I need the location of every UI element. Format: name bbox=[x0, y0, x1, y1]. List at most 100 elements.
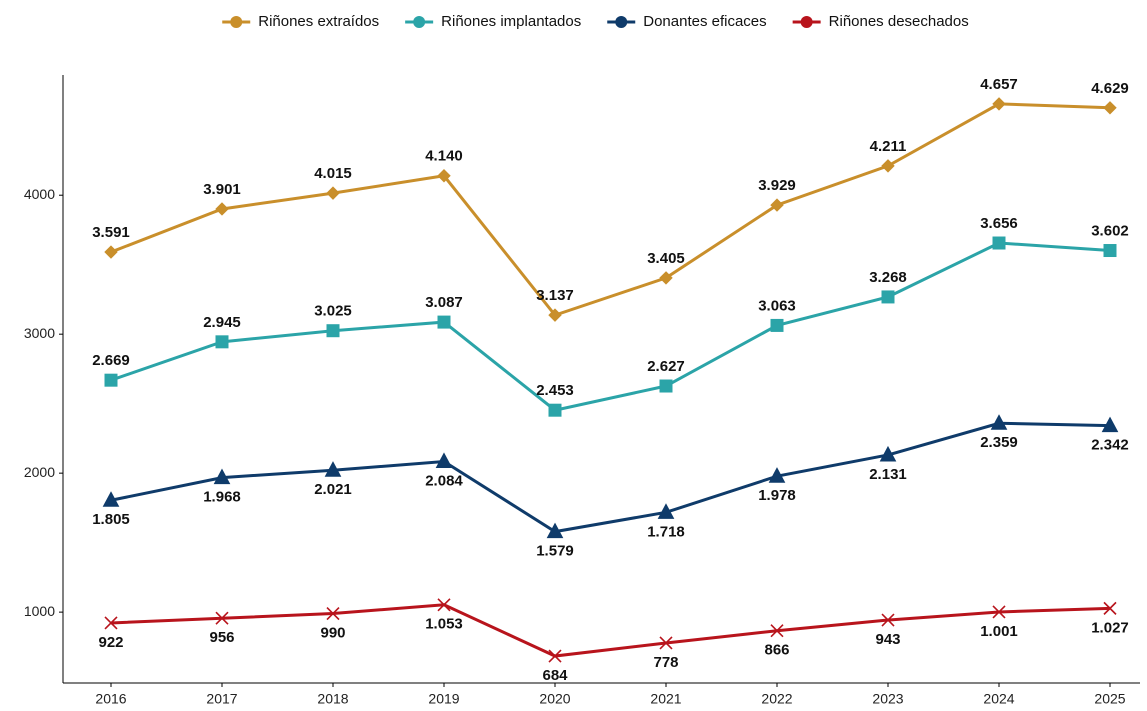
legend-item: Riñones desechados bbox=[792, 13, 969, 30]
data-label: 1.027 bbox=[1091, 619, 1129, 636]
data-label: 1.968 bbox=[203, 489, 241, 506]
data-label: 778 bbox=[653, 654, 678, 671]
data-label: 2.669 bbox=[92, 352, 130, 369]
data-label: 3.137 bbox=[536, 287, 574, 304]
point bbox=[1103, 244, 1117, 258]
point bbox=[104, 245, 118, 259]
point bbox=[548, 308, 562, 322]
point bbox=[437, 315, 451, 329]
point bbox=[215, 335, 229, 349]
x-tick-label: 2019 bbox=[428, 691, 459, 707]
data-label: 2.945 bbox=[203, 314, 241, 331]
point bbox=[770, 198, 784, 212]
data-label: 2.359 bbox=[980, 434, 1018, 451]
point bbox=[881, 613, 895, 627]
series-line bbox=[110, 241, 1111, 412]
data-label: 3.025 bbox=[314, 303, 352, 320]
data-label: 4.140 bbox=[425, 148, 463, 165]
legend-label: Riñones desechados bbox=[829, 13, 969, 30]
data-label: 1.053 bbox=[425, 616, 463, 633]
data-label: 4.657 bbox=[980, 76, 1018, 93]
data-label: 3.591 bbox=[92, 224, 130, 241]
point bbox=[657, 503, 675, 519]
data-label: 1.001 bbox=[980, 623, 1018, 640]
data-label: 3.929 bbox=[758, 177, 796, 194]
data-label: 1.718 bbox=[647, 523, 685, 540]
data-label: 2.627 bbox=[647, 358, 685, 375]
y-tick-label: 4000 bbox=[24, 186, 55, 202]
point bbox=[881, 290, 895, 304]
data-label: 2.342 bbox=[1091, 437, 1129, 454]
x-tick-label: 2016 bbox=[95, 691, 126, 707]
point bbox=[104, 616, 118, 630]
data-label: 1.805 bbox=[92, 511, 130, 528]
y-tick-label: 2000 bbox=[24, 464, 55, 480]
point bbox=[1101, 416, 1119, 433]
x-tick-label: 2017 bbox=[206, 691, 237, 707]
point bbox=[326, 186, 340, 200]
point bbox=[879, 445, 897, 462]
point bbox=[546, 522, 564, 539]
point bbox=[990, 414, 1008, 430]
point bbox=[659, 379, 673, 393]
data-label: 3.602 bbox=[1091, 222, 1129, 239]
point bbox=[768, 467, 786, 483]
data-label: 956 bbox=[209, 629, 234, 646]
data-label: 3.087 bbox=[425, 294, 463, 311]
data-label: 4.015 bbox=[314, 165, 352, 182]
point bbox=[324, 461, 342, 477]
point bbox=[437, 598, 451, 612]
point bbox=[326, 606, 340, 621]
data-label: 866 bbox=[764, 642, 789, 659]
legend-item: Riñones extraídos bbox=[222, 13, 379, 30]
data-label: 3.405 bbox=[647, 250, 685, 267]
legend-marker bbox=[230, 16, 243, 28]
y-tick-label: 1000 bbox=[24, 603, 55, 619]
data-label: 3.268 bbox=[869, 269, 907, 286]
point bbox=[104, 373, 118, 387]
series-line bbox=[110, 603, 1111, 658]
x-tick-label: 2025 bbox=[1094, 691, 1125, 707]
x-tick-label: 2018 bbox=[317, 691, 348, 707]
series-line bbox=[110, 421, 1111, 534]
y-tick-label: 3000 bbox=[24, 325, 55, 341]
legend-label: Donantes eficaces bbox=[643, 13, 766, 30]
data-label: 2.131 bbox=[869, 466, 907, 483]
point bbox=[992, 97, 1006, 111]
x-tick-label: 2021 bbox=[650, 691, 681, 707]
point bbox=[992, 236, 1006, 250]
point bbox=[992, 605, 1006, 619]
point bbox=[102, 491, 120, 507]
point bbox=[770, 624, 784, 638]
legend-label: Riñones extraídos bbox=[258, 13, 379, 30]
data-label: 1.978 bbox=[758, 487, 796, 504]
x-tick-label: 2020 bbox=[539, 691, 570, 707]
legend-label: Riñones implantados bbox=[441, 13, 581, 30]
point bbox=[435, 452, 453, 468]
data-label: 1.579 bbox=[536, 543, 574, 560]
x-tick-label: 2024 bbox=[983, 691, 1014, 707]
legend-marker bbox=[800, 16, 813, 28]
point bbox=[548, 649, 562, 663]
point bbox=[215, 202, 229, 216]
legend-marker bbox=[615, 16, 628, 28]
x-tick-label: 2023 bbox=[872, 691, 903, 707]
legend-marker bbox=[413, 16, 426, 28]
point bbox=[881, 159, 895, 173]
point bbox=[659, 636, 673, 650]
point bbox=[1103, 101, 1117, 115]
point bbox=[215, 611, 229, 625]
data-label: 4.629 bbox=[1091, 80, 1129, 97]
point bbox=[326, 324, 340, 338]
data-label: 2.084 bbox=[425, 472, 463, 489]
data-label: 2.021 bbox=[314, 481, 352, 498]
data-label: 2.453 bbox=[536, 382, 574, 399]
series-line bbox=[110, 102, 1111, 317]
legend: Riñones extraídos Riñones implantados Dona… bbox=[222, 13, 969, 30]
x-tick-label: 2022 bbox=[761, 691, 792, 707]
point bbox=[659, 271, 673, 285]
point bbox=[548, 403, 562, 417]
data-label: 684 bbox=[542, 667, 568, 684]
point bbox=[437, 169, 451, 183]
point bbox=[770, 318, 784, 332]
